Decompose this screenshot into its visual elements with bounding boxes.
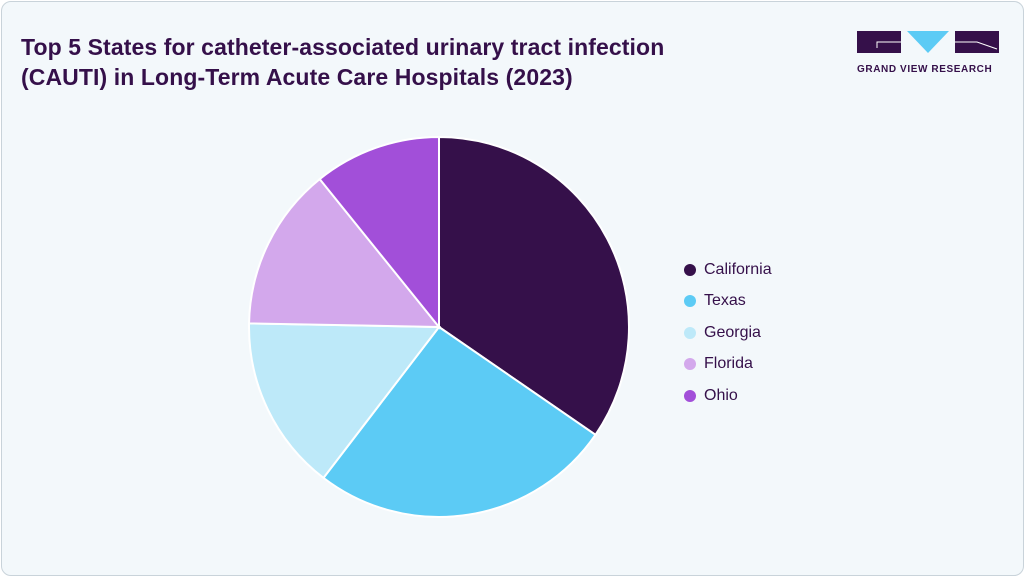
legend-label: Ohio: [704, 386, 738, 404]
legend-swatch: [684, 295, 696, 308]
legend-label: Texas: [704, 292, 746, 310]
pie-slice-california: [438, 135, 630, 437]
legend-label: Georgia: [704, 323, 761, 341]
chart-title: Top 5 States for catheter-associated uri…: [21, 34, 665, 90]
pie-slice-florida: [248, 177, 442, 329]
chart-legend: California Texas Georgia Florida Ohio: [684, 254, 772, 412]
legend-item-california: California: [684, 254, 772, 286]
legend-label: Florida: [704, 355, 753, 373]
legend-label: California: [704, 260, 772, 278]
pie-slice-ohio: [318, 135, 440, 330]
grand-view-research-logo: GRAND VIEW RESEARCH: [857, 31, 999, 75]
logo-mark-icon: [857, 31, 999, 53]
pie-slice-georgia: [248, 322, 441, 480]
legend-swatch: [684, 358, 696, 371]
legend-swatch: [684, 263, 696, 276]
legend-item-florida: Florida: [684, 349, 772, 381]
pie-slice-texas: [322, 325, 597, 518]
legend-swatch: [684, 326, 696, 339]
legend-item-texas: Texas: [684, 286, 772, 318]
logo-text: GRAND VIEW RESEARCH: [857, 64, 993, 75]
legend-swatch: [684, 389, 696, 402]
legend-item-ohio: Ohio: [684, 380, 772, 412]
legend-item-georgia: Georgia: [684, 317, 772, 349]
